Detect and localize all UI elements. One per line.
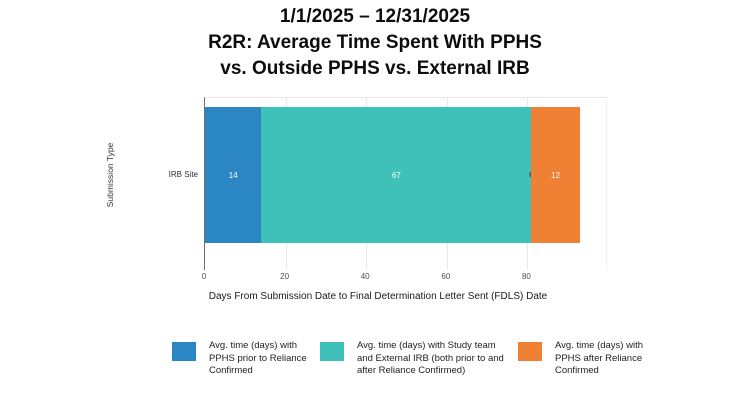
x-tick-label-0: 0 bbox=[201, 272, 207, 281]
legend-label-0: Avg. time (days) with PPHS prior to Reli… bbox=[209, 340, 307, 376]
bar-segment-3[interactable]: 12 bbox=[531, 107, 580, 243]
x-tick-label-20: 20 bbox=[280, 272, 290, 281]
bar-segment-1[interactable]: 67 bbox=[261, 107, 532, 243]
chart-title-date-range: 1/1/2025 – 12/31/2025 bbox=[279, 6, 471, 27]
x-axis-title: Days From Submission Date to Final Deter… bbox=[208, 291, 548, 302]
category-label-irb-site: IRB Site bbox=[168, 170, 198, 179]
x-tick-label-80: 80 bbox=[521, 272, 531, 281]
legend-item-1[interactable]: Avg. time (days) with Study team and Ext… bbox=[320, 340, 509, 378]
y-axis-title-text: Submission Type bbox=[105, 142, 115, 208]
chart-title-sub: vs. Outside PPHS vs. External IRB bbox=[220, 58, 530, 79]
plot-area: 1467012 bbox=[204, 97, 607, 270]
legend-item-0[interactable]: Avg. time (days) with PPHS prior to Reli… bbox=[172, 340, 315, 378]
legend-item-2[interactable]: Avg. time (days) with PPHS after Relianc… bbox=[518, 340, 665, 378]
bar-segment-value-label: 12 bbox=[551, 170, 561, 180]
legend-swatch-2 bbox=[518, 342, 542, 361]
chart-title-main: R2R: Average Time Spent With PPHS bbox=[208, 32, 542, 53]
bar-segment-value-label: 14 bbox=[228, 170, 238, 180]
chart-title: 1/1/2025 – 12/31/2025 R2R: Average Time … bbox=[0, 4, 750, 82]
legend-swatch-1 bbox=[320, 342, 344, 361]
legend-swatch-0 bbox=[172, 342, 196, 361]
stacked-bar: 1467012 bbox=[205, 107, 606, 243]
legend-label-2: Avg. time (days) with PPHS after Relianc… bbox=[555, 340, 643, 376]
bar-segment-0[interactable]: 14 bbox=[205, 107, 262, 243]
x-tick-label-40: 40 bbox=[360, 272, 370, 281]
x-tick-label-60: 60 bbox=[441, 272, 451, 281]
legend-label-1: Avg. time (days) with Study team and Ext… bbox=[357, 340, 504, 376]
bar-segment-value-label: 67 bbox=[391, 170, 401, 180]
